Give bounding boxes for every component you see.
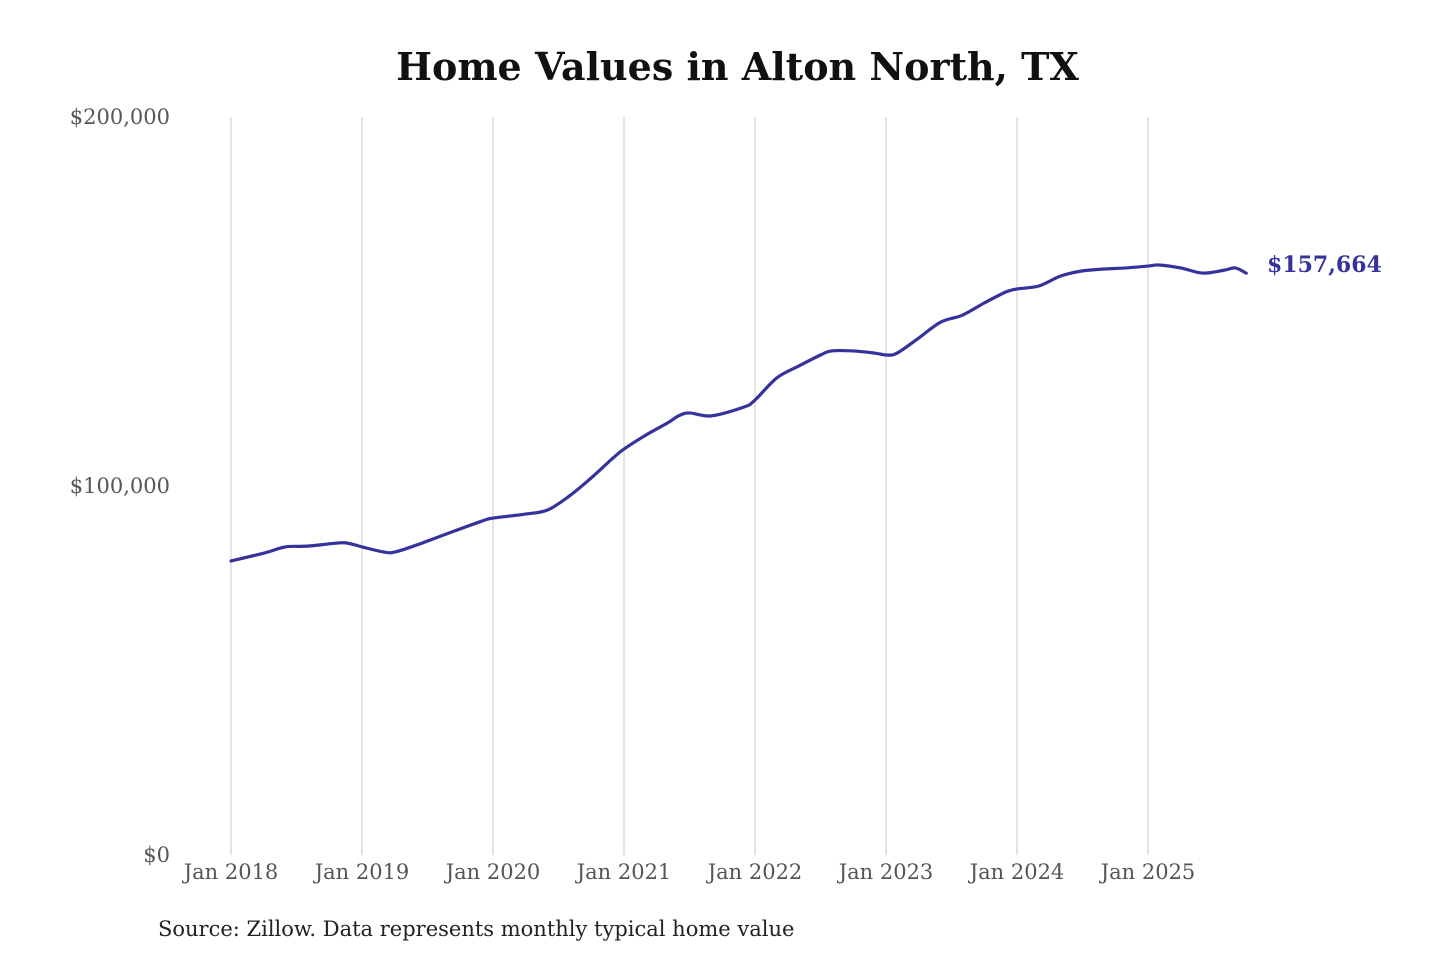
x-tick-label: Jan 2019	[313, 860, 410, 884]
end-value-label: $157,664	[1267, 252, 1382, 278]
chart-title: Home Values in Alton North, TX	[396, 44, 1079, 89]
y-tick-label: $200,000	[70, 105, 170, 129]
y-tick-label: $0	[143, 843, 170, 867]
x-tick-label: Jan 2024	[968, 860, 1065, 884]
x-tick-label: Jan 2021	[575, 860, 672, 884]
x-tick-label: Jan 2022	[706, 860, 803, 884]
y-tick-label: $100,000	[70, 474, 170, 498]
x-tick-label: Jan 2025	[1099, 860, 1196, 884]
source-note: Source: Zillow. Data represents monthly …	[158, 917, 795, 941]
x-tick-label: Jan 2020	[444, 860, 541, 884]
x-tick-label: Jan 2018	[182, 860, 279, 884]
x-tick-label: Jan 2023	[837, 860, 934, 884]
series-line	[229, 263, 1248, 563]
